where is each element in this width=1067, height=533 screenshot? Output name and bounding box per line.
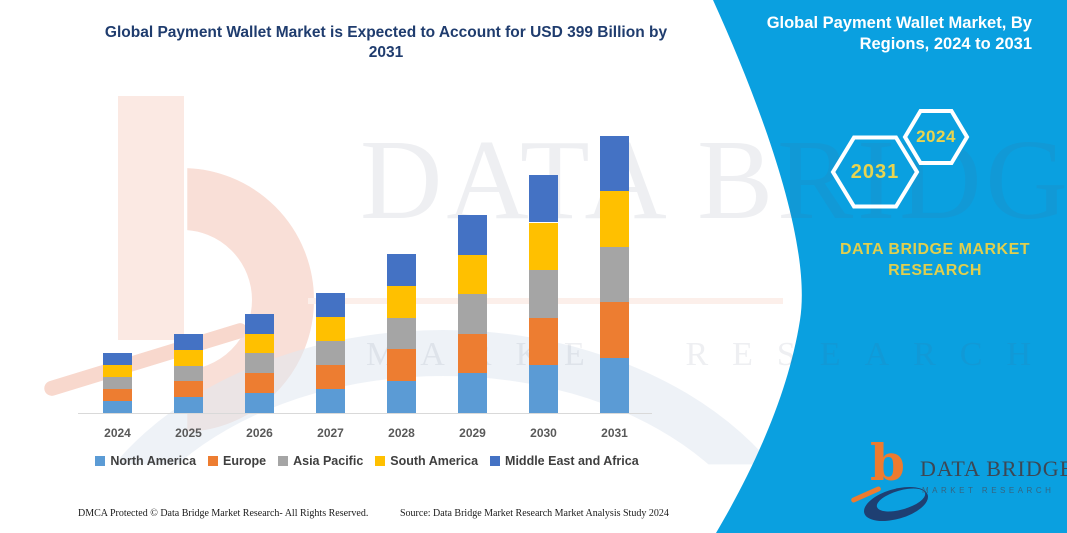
bar-segment-2026-south-america xyxy=(245,333,274,354)
bar-segment-2025-north-america xyxy=(174,397,203,413)
bar-segment-2027-middle-east-and-africa xyxy=(316,292,345,317)
bar-segment-2029-europe xyxy=(458,333,487,374)
chart-headline-line2: 2031 xyxy=(368,44,404,61)
hexagon-2031 xyxy=(830,135,920,209)
hexagon-badges xyxy=(830,109,970,209)
chart-headline: Global Payment Wallet Market is Expected… xyxy=(66,23,706,63)
bar-segment-2024-north-america xyxy=(103,401,132,413)
bar-segment-2027-north-america xyxy=(316,388,345,413)
bar-segment-2030-europe xyxy=(529,317,558,366)
bar-segment-2026-middle-east-and-africa xyxy=(245,313,274,334)
bar-segment-2030-north-america xyxy=(529,365,558,413)
legend-item-asia-pacific: Asia Pacific xyxy=(278,454,363,468)
bar-segment-2026-europe xyxy=(245,373,274,394)
legend-label: South America xyxy=(390,454,479,468)
bar-segment-2031-europe xyxy=(600,302,629,358)
bar-segment-2026-asia-pacific xyxy=(245,353,274,374)
banner-band-shape xyxy=(713,0,1067,533)
bar-segment-2024-middle-east-and-africa xyxy=(103,353,132,366)
bar-segment-2031-asia-pacific xyxy=(600,246,629,303)
legend-swatch-icon xyxy=(95,456,106,466)
legend-item-north-america: North America xyxy=(95,454,196,468)
logo-name: DATA BRIDGE xyxy=(920,456,1067,481)
bar-segment-2025-middle-east-and-africa xyxy=(174,333,203,350)
bar-segment-2025-south-america xyxy=(174,349,203,366)
bar-segment-2031-middle-east-and-africa xyxy=(600,136,629,192)
legend-swatch-icon xyxy=(490,456,501,466)
bar-segment-2028-asia-pacific xyxy=(387,317,416,350)
banner-title: Global Payment Wallet Market, By Regions… xyxy=(750,13,1032,55)
legend-label: Europe xyxy=(223,454,267,468)
bar-segment-2028-south-america xyxy=(387,285,416,318)
legend-label: Asia Pacific xyxy=(293,454,364,468)
legend-swatch-icon xyxy=(278,456,289,466)
banner-title-line2: Regions, 2024 to 2031 xyxy=(859,35,1032,53)
bar-segment-2029-asia-pacific xyxy=(458,294,487,334)
bar-segment-2031-north-america xyxy=(600,357,629,413)
chart-headline-line1: Global Payment Wallet Market is Expected… xyxy=(104,24,668,41)
hexagon-2024 xyxy=(902,109,970,165)
bar-segment-2029-middle-east-and-africa xyxy=(458,215,487,255)
bar-segment-2030-asia-pacific xyxy=(529,270,558,318)
logo-d-swoosh xyxy=(864,486,928,522)
bar-segment-2028-europe xyxy=(387,349,416,382)
brand-text-line1: DATA BRIDGE MARKET xyxy=(839,241,1031,258)
bar-segment-2025-asia-pacific xyxy=(174,365,203,382)
legend-item-middle-east-and-africa: Middle East and Africa xyxy=(490,454,639,468)
hexagon-2024-label: 2024 xyxy=(916,127,956,146)
bar-segment-2028-north-america xyxy=(387,381,416,413)
bar-segment-2029-south-america xyxy=(458,254,487,295)
bar-segment-2029-north-america xyxy=(458,373,487,413)
bar-segment-2028-middle-east-and-africa xyxy=(387,254,416,286)
legend-swatch-icon xyxy=(208,456,219,466)
bar-segment-2024-asia-pacific xyxy=(103,377,132,390)
databridge-logo: b DATA BRIDGE MARKET RESEARCH xyxy=(850,438,1067,530)
chart-legend: North America Europe Asia Pacific South Ame… xyxy=(78,454,656,468)
legend-label: North America xyxy=(110,454,197,468)
legend-label: Middle East and Africa xyxy=(505,454,639,468)
x-axis-line xyxy=(78,413,652,414)
hexagon-2031-label: 2031 xyxy=(850,161,900,183)
bar-segment-2027-europe xyxy=(316,364,345,389)
bar-segment-2024-europe xyxy=(103,389,132,402)
legend-item-south-america: South America xyxy=(375,454,478,468)
logo-subtitle: MARKET RESEARCH xyxy=(922,486,1055,495)
bar-segment-2025-europe xyxy=(174,381,203,398)
bar-segment-2030-middle-east-and-africa xyxy=(529,174,558,223)
brand-text-line2: RESEARCH xyxy=(888,262,982,279)
legend-swatch-icon xyxy=(375,456,386,466)
bar-segment-2027-asia-pacific xyxy=(316,340,345,365)
watermark-logo-stem xyxy=(118,96,184,340)
footer-source-text: Source: Data Bridge Market Research Mark… xyxy=(400,508,669,519)
bar-segment-2031-south-america xyxy=(600,191,629,247)
footer-dmca-text: DMCA Protected © Data Bridge Market Rese… xyxy=(78,508,369,519)
bar-segment-2024-south-america xyxy=(103,365,132,378)
banner-title-line1: Global Payment Wallet Market, By xyxy=(766,14,1032,32)
logo-b-icon: b xyxy=(870,433,905,492)
bar-segment-2027-south-america xyxy=(316,316,345,341)
bar-segment-2026-north-america xyxy=(245,393,274,413)
bar-segment-2030-south-america xyxy=(529,222,558,271)
legend-item-europe: Europe xyxy=(208,454,266,468)
brand-text: DATA BRIDGE MARKET RESEARCH xyxy=(790,239,1067,281)
